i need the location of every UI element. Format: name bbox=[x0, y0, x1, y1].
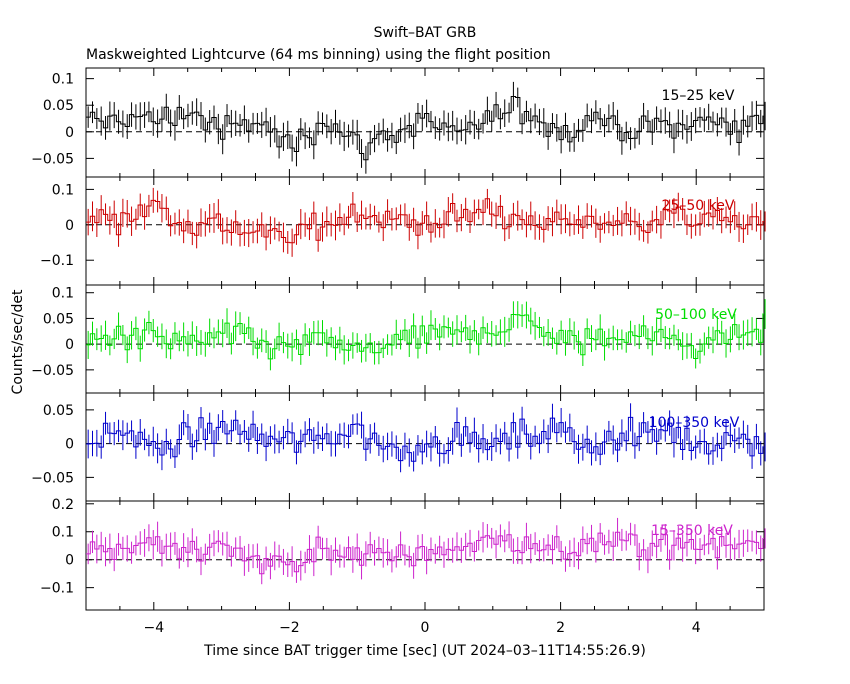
band-label: 100–350 keV bbox=[649, 415, 740, 431]
y-tick-label: 0.1 bbox=[52, 72, 74, 88]
y-axis-label: Counts/sec/det bbox=[10, 289, 26, 394]
figure-title: Swift–BAT GRB bbox=[374, 25, 477, 41]
y-tick-label: 0 bbox=[65, 437, 74, 453]
x-tick-label: 0 bbox=[421, 620, 430, 636]
x-axis-label: Time since BAT trigger time [sec] (UT 20… bbox=[203, 643, 646, 659]
y-tick-label: 0 bbox=[65, 125, 74, 141]
panel-5: 0.2 0.1 0 −0.1 15–350 keV bbox=[40, 497, 766, 611]
series bbox=[86, 81, 766, 174]
y-tick-label: −0.05 bbox=[31, 470, 74, 486]
y-tick-label: 0 bbox=[65, 553, 74, 569]
lightcurve-step bbox=[86, 198, 764, 244]
series bbox=[86, 403, 766, 473]
y-tick-label: 0 bbox=[65, 337, 74, 353]
band-label: 50–100 keV bbox=[655, 307, 737, 323]
y-tick-label: 0.05 bbox=[43, 403, 74, 419]
y-tick-label: −0.05 bbox=[31, 363, 74, 379]
figure-subtitle: Maskweighted Lightcurve (64 ms binning) … bbox=[86, 47, 551, 63]
x-tick-label: 4 bbox=[692, 620, 701, 636]
y-tick-label: 0 bbox=[65, 218, 74, 234]
lightcurve-step bbox=[86, 96, 764, 161]
x-tick-label: −2 bbox=[279, 620, 300, 636]
y-tick-label: −0.1 bbox=[40, 581, 74, 597]
panel-1: 0.1 0.05 0 −0.05 15–25 keV bbox=[31, 67, 766, 178]
lightcurve-step bbox=[86, 416, 764, 462]
series bbox=[86, 517, 766, 585]
y-tick-label: 0.05 bbox=[43, 311, 74, 327]
band-label: 25–50 keV bbox=[662, 198, 735, 214]
lightcurve-step bbox=[86, 313, 764, 360]
y-tick-label: 0.1 bbox=[52, 286, 74, 302]
y-tick-label: 0.1 bbox=[52, 182, 74, 198]
y-tick-label: 0.1 bbox=[52, 525, 74, 541]
band-label: 15–25 keV bbox=[662, 88, 735, 104]
y-tick-label: −0.05 bbox=[31, 151, 74, 167]
lightcurve-step bbox=[86, 531, 764, 575]
y-tick-label: −0.1 bbox=[40, 253, 74, 269]
x-tick-label: −4 bbox=[143, 620, 164, 636]
y-tick-label: 0.2 bbox=[52, 497, 74, 513]
series bbox=[86, 187, 766, 257]
panel-4: 0.05 0 −0.05 100–350 keV bbox=[31, 392, 766, 502]
y-tick-label: 0.05 bbox=[43, 98, 74, 114]
x-tick-label: 2 bbox=[556, 620, 565, 636]
panel-3: 0.1 0.05 0 −0.05 50–100 keV bbox=[31, 284, 766, 394]
panel-2: 0.1 0 −0.1 25–50 keV bbox=[40, 176, 766, 286]
band-label: 15–350 keV bbox=[651, 523, 733, 539]
series bbox=[86, 299, 766, 371]
